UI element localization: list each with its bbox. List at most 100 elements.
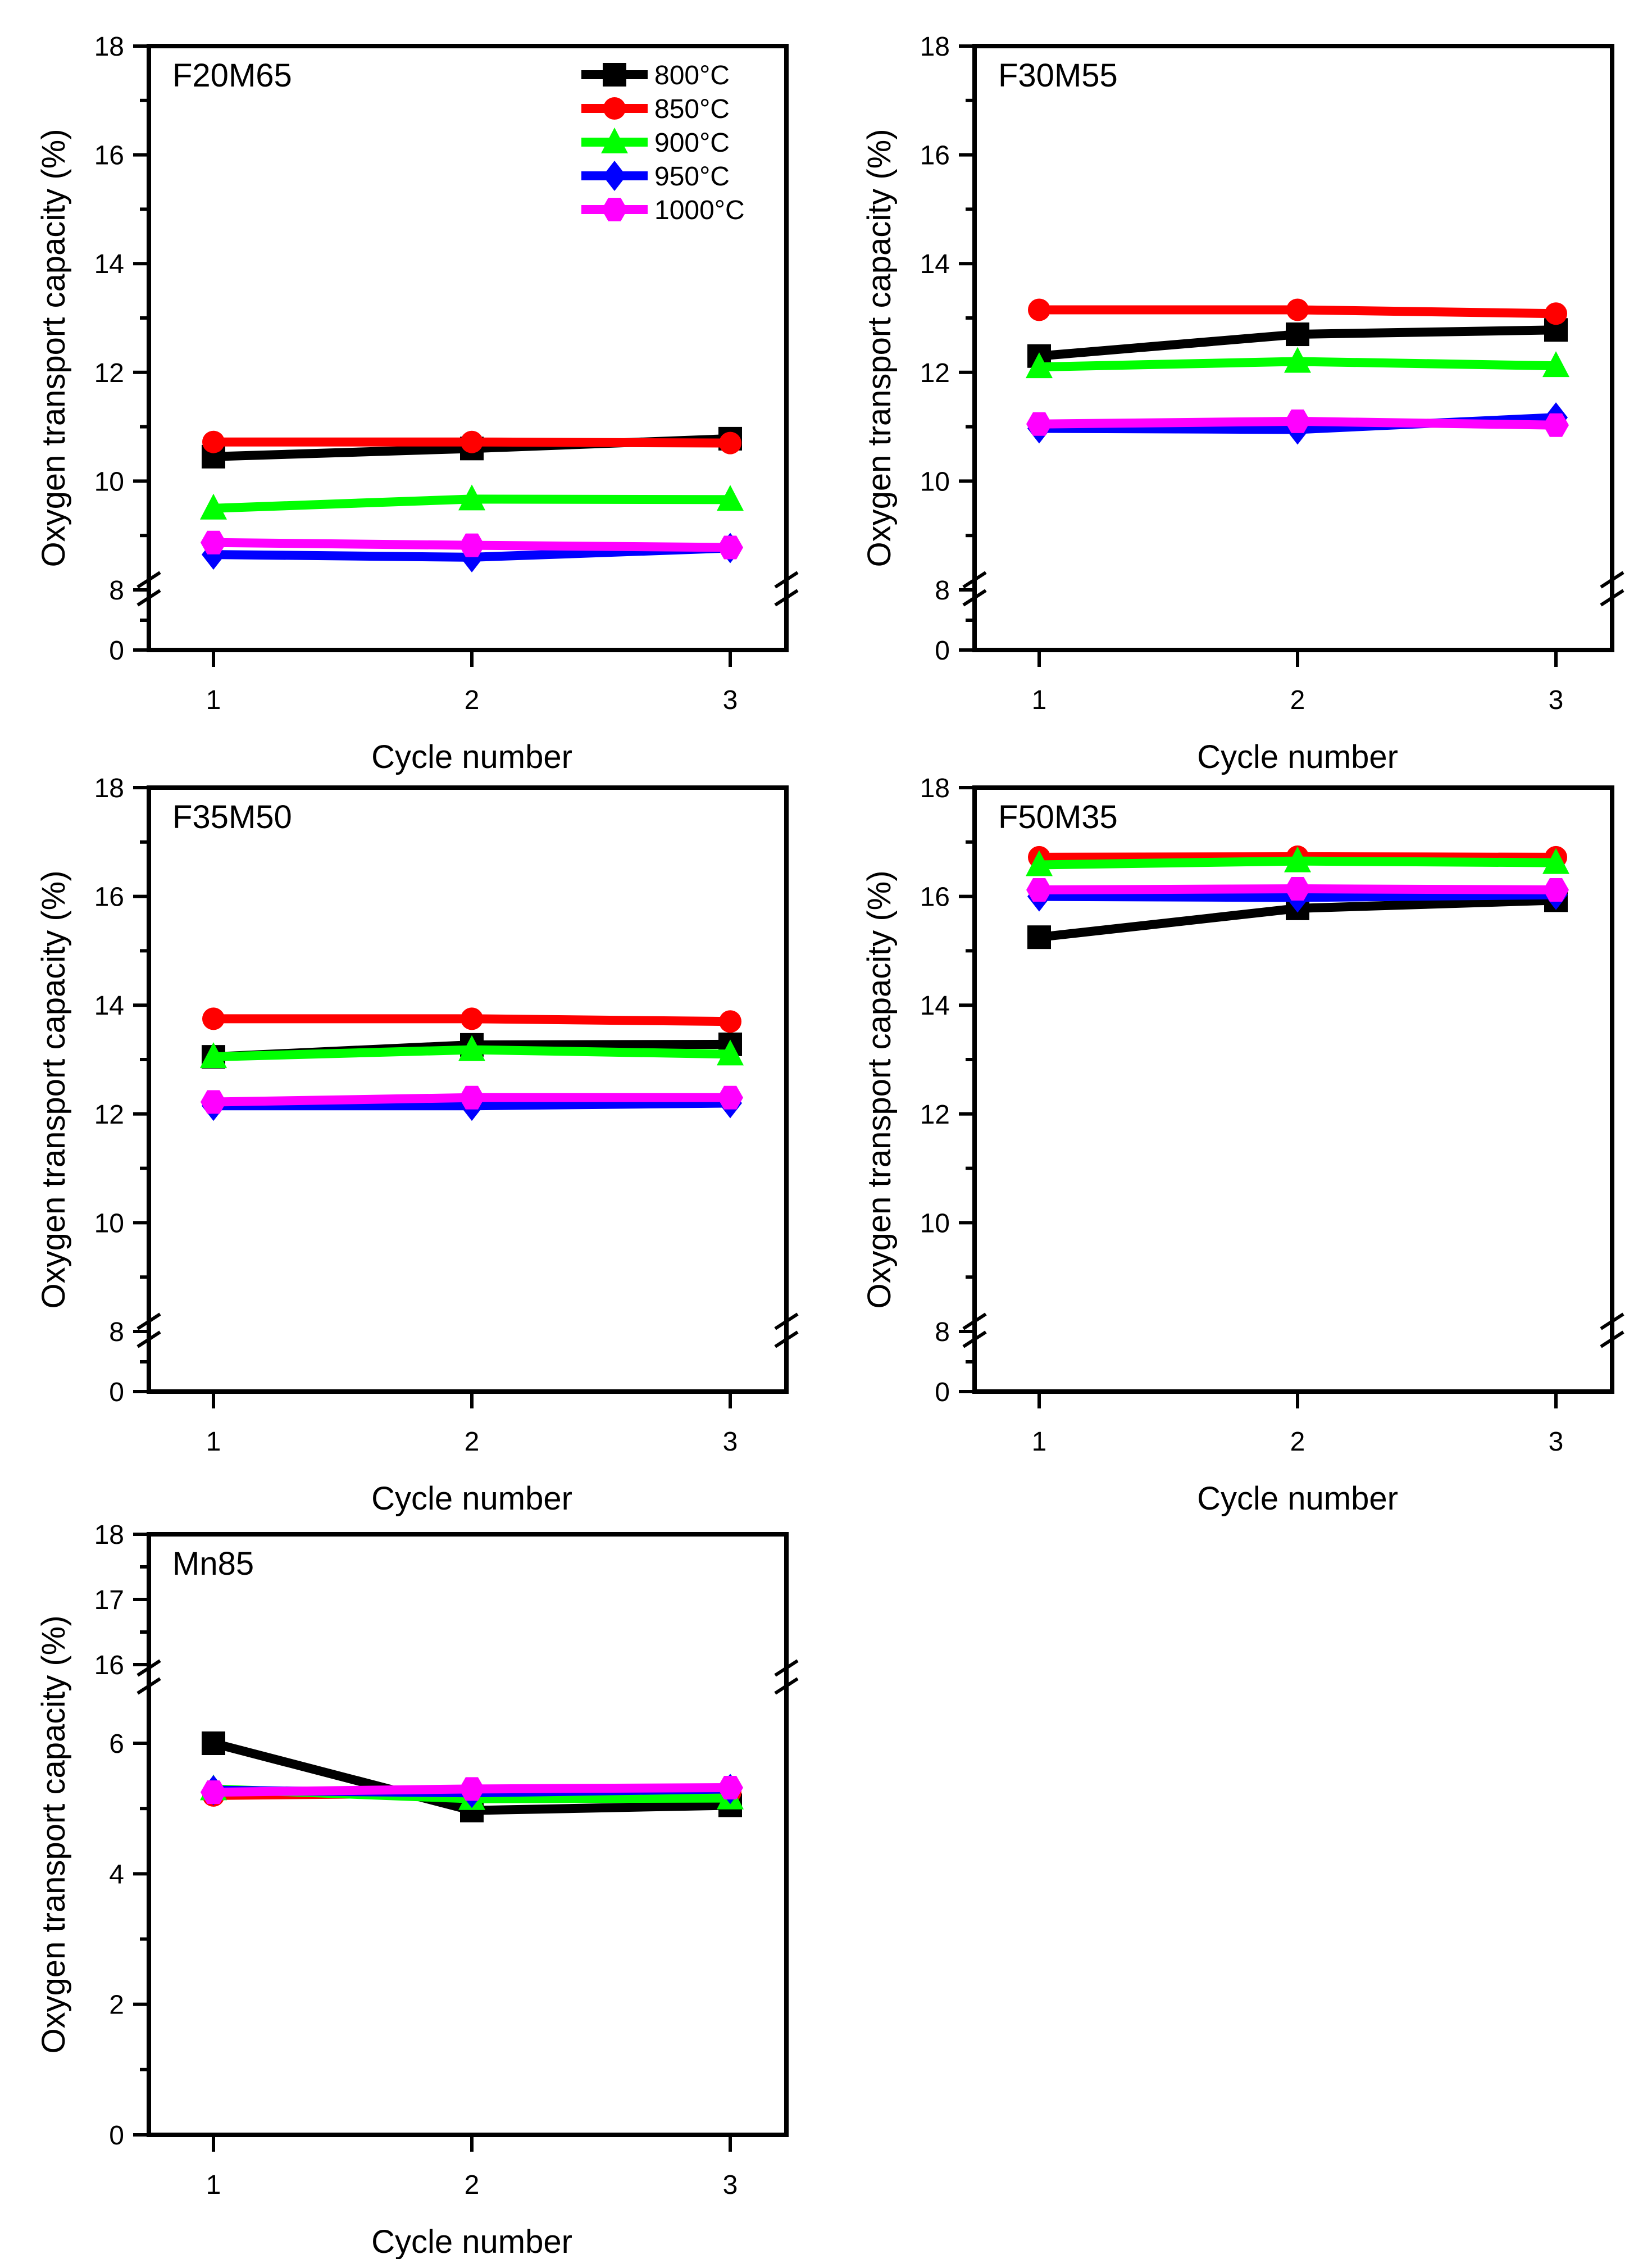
axis-break-slash <box>136 1677 161 1695</box>
y-tick-label: 2 <box>109 1990 124 2020</box>
hexagon-legend-marker-icon <box>602 198 627 221</box>
plot-frame <box>972 785 1614 1394</box>
y-tick-label: 16 <box>94 883 124 912</box>
axis-break-slash <box>136 1312 161 1330</box>
y-tick-label: 0 <box>109 1378 124 1407</box>
y-tick-label: 10 <box>920 1208 950 1238</box>
legend-label: 950°C <box>654 162 730 192</box>
y-tick-label: 14 <box>94 249 124 279</box>
y-tick-label: 10 <box>920 467 950 497</box>
series-marker-850°C <box>461 1007 483 1030</box>
series-marker-900°C <box>1284 347 1311 373</box>
series-marker-1000°C <box>459 1085 485 1110</box>
x-tick-label: 1 <box>1032 685 1047 715</box>
axis-break-slash <box>1600 1312 1624 1330</box>
series-marker-900°C <box>1284 846 1311 872</box>
series-marker-1000°C <box>1026 412 1052 436</box>
x-axis-title: Cycle number <box>1197 1480 1398 1517</box>
series-marker-1000°C <box>717 1085 743 1110</box>
y-tick-label: 8 <box>109 576 124 606</box>
y-axis-title: Oxygen transport capacity (%) <box>35 1615 72 2053</box>
plot-frame <box>147 44 789 652</box>
series-marker-850°C <box>1545 302 1567 325</box>
series-marker-900°C <box>717 1039 744 1066</box>
panel-title: Mn85 <box>172 1546 254 1582</box>
x-tick-label: 3 <box>723 2170 738 2200</box>
y-tick-label: 18 <box>94 774 124 803</box>
series-marker-1000°C <box>1026 878 1052 902</box>
series-marker-1000°C <box>717 535 743 560</box>
series-marker-1000°C <box>459 533 485 557</box>
y-tick-label: 0 <box>935 1378 950 1407</box>
x-axis-title: Cycle number <box>371 739 572 775</box>
series-marker-900°C <box>458 484 485 511</box>
axis-break-slash <box>774 589 799 607</box>
series-marker-850°C <box>1028 298 1050 321</box>
legend-label: 850°C <box>654 94 730 124</box>
y-tick-label: 14 <box>920 991 950 1021</box>
axis-break-slash <box>136 589 161 607</box>
series-marker-850°C <box>719 431 741 454</box>
x-axis-title: Cycle number <box>371 2224 572 2259</box>
series-marker-900°C <box>458 1035 485 1061</box>
x-tick-label: 1 <box>206 2170 221 2200</box>
series-marker-850°C <box>202 1007 225 1030</box>
series-marker-1000°C <box>1285 877 1310 901</box>
plot-frame <box>147 1532 789 2137</box>
series-marker-850°C <box>461 430 483 453</box>
y-tick-label: 16 <box>920 141 950 171</box>
y-tick-label: 12 <box>94 1100 124 1130</box>
y-axis-title: Oxygen transport capacity (%) <box>35 870 72 1308</box>
y-tick-label: 16 <box>94 141 124 171</box>
axis-break-slash <box>774 571 799 589</box>
axis-break-slash <box>774 1330 799 1348</box>
x-tick-label: 1 <box>1032 1427 1047 1457</box>
y-tick-label: 14 <box>94 991 124 1021</box>
y-tick-label: 6 <box>109 1729 124 1759</box>
y-tick-label: 8 <box>935 576 950 606</box>
series-marker-1000°C <box>1285 409 1310 433</box>
panel-Mn85: 18 17 16 6 4 2 0 1 2 3 Cycle number Oxygen transpor… <box>35 1520 799 2259</box>
y-tick-label: 10 <box>94 1208 124 1238</box>
series-marker-900°C <box>1026 850 1053 876</box>
y-axis-title: Oxygen transport capacity (%) <box>35 129 72 567</box>
y-tick-label: 14 <box>920 249 950 279</box>
series-marker-1000°C <box>1543 413 1569 437</box>
x-tick-label: 2 <box>1290 1427 1305 1457</box>
x-tick-label: 3 <box>1549 1427 1564 1457</box>
series-marker-900°C <box>1026 352 1053 379</box>
series-marker-1000°C <box>201 1780 226 1805</box>
triangle-legend-marker-icon <box>601 128 628 153</box>
y-tick-label: 8 <box>935 1317 950 1347</box>
y-tick-label: 12 <box>920 1100 950 1130</box>
legend-label: 800°C <box>654 61 730 90</box>
y-tick-label: 8 <box>109 1317 124 1347</box>
axis-break-slash <box>774 1659 799 1677</box>
axis-break-slash <box>962 571 987 589</box>
axis-break-slash <box>136 1659 161 1677</box>
axis-break-slash <box>1600 571 1624 589</box>
x-tick-label: 3 <box>1549 685 1564 715</box>
series-marker-900°C <box>1542 351 1569 378</box>
series-marker-900°C <box>1542 848 1569 874</box>
axis-break-slash <box>136 571 161 589</box>
axis-break-slash <box>1600 1330 1624 1348</box>
series-marker-800°C <box>1027 925 1051 949</box>
x-tick-label: 3 <box>723 1427 738 1457</box>
axis-break-slash <box>136 1330 161 1348</box>
y-tick-label: 10 <box>94 467 124 497</box>
square-legend-marker-icon <box>603 63 626 87</box>
y-axis-title: Oxygen transport capacity (%) <box>861 870 898 1308</box>
legend-label: 1000°C <box>654 196 745 225</box>
diamond-legend-marker-icon <box>603 161 626 191</box>
x-axis-title: Cycle number <box>371 1480 572 1517</box>
legend-label: 900°C <box>654 128 730 158</box>
legend: 800°C 850°C 900°C 950°C 1000°C <box>581 61 745 225</box>
series-marker-850°C <box>202 430 225 453</box>
